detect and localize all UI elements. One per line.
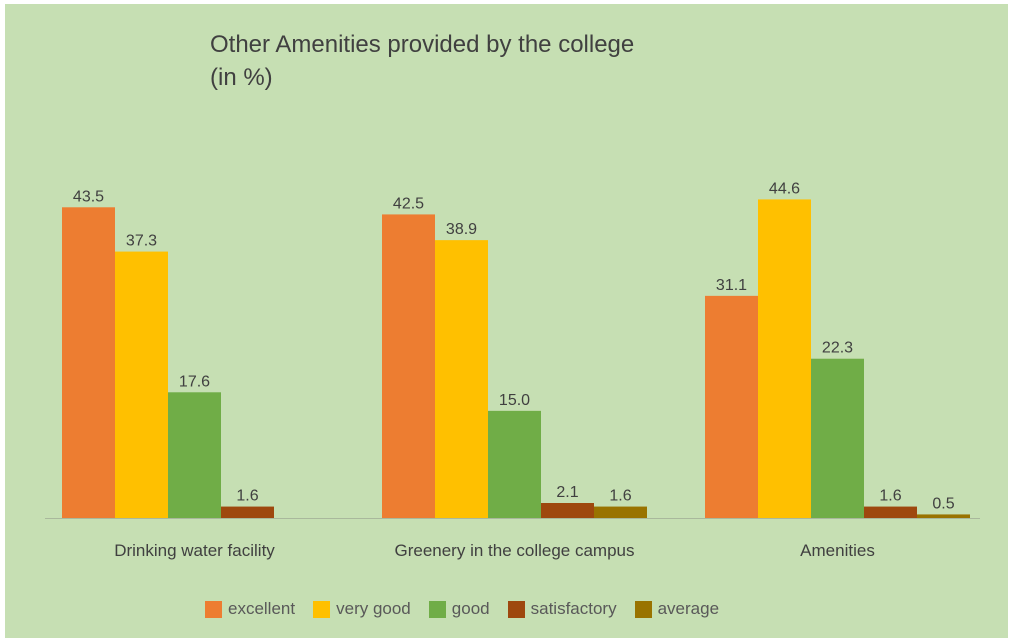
legend: excellent very good good satisfactory averag… — [205, 596, 737, 622]
data-label-very-good-3: 44.6 — [769, 180, 800, 197]
legend-label: satisfactory — [530, 599, 617, 618]
category-label-3: Amenities — [800, 541, 875, 560]
bar-excellent-2 — [382, 214, 435, 518]
legend-swatch — [507, 600, 525, 618]
legend-swatch — [313, 600, 331, 618]
data-label-good-3: 22.3 — [822, 340, 853, 357]
legend-label: excellent — [228, 599, 296, 618]
bar-good-3 — [811, 358, 864, 518]
data-label-average-3: 0.5 — [932, 495, 954, 512]
bar-excellent-1 — [62, 207, 115, 519]
legend-label: good — [451, 599, 490, 618]
bar-very-good-1 — [115, 251, 168, 519]
chart-area: Other Amenities provided by the college … — [5, 4, 1008, 638]
data-label-satisfactory-2: 2.1 — [556, 484, 578, 501]
legend-label: very good — [336, 599, 411, 618]
bar-good-1 — [168, 392, 221, 518]
data-label-excellent-1: 43.5 — [73, 188, 104, 205]
data-label-very-good-2: 38.9 — [446, 221, 477, 238]
bar-satisfactory-1 — [221, 506, 274, 518]
data-label-satisfactory-1: 1.6 — [236, 488, 258, 505]
bar-plot: 43.5 37.3 17.6 1.6 Drinking water facility 42… — [45, 180, 980, 560]
legend-item-very-good: very good — [313, 599, 411, 619]
data-label-average-2: 1.6 — [609, 488, 631, 505]
bar-very-good-2 — [435, 240, 488, 518]
legend-label: average — [657, 599, 720, 618]
bar-average-2 — [594, 506, 647, 518]
data-label-good-1: 17.6 — [179, 373, 210, 390]
chart-title-block: Other Amenities provided by the college … — [210, 28, 810, 94]
bar-average-3 — [917, 514, 970, 518]
bar-good-2 — [488, 410, 541, 518]
bar-satisfactory-3 — [864, 506, 917, 518]
category-label-1: Drinking water facility — [114, 541, 275, 560]
data-label-good-2: 15.0 — [499, 392, 530, 409]
bar-excellent-3 — [705, 295, 758, 518]
chart-subtitle: (in %) — [210, 64, 273, 91]
data-label-excellent-3: 31.1 — [716, 277, 747, 294]
legend-swatch — [205, 600, 222, 618]
category-label-2: Greenery in the college campus — [394, 541, 634, 560]
legend-swatch — [634, 600, 652, 618]
data-label-satisfactory-3: 1.6 — [879, 488, 901, 505]
legend-item-satisfactory: satisfactory — [507, 599, 617, 619]
legend-item-average: average — [634, 599, 720, 619]
bar-satisfactory-2 — [541, 503, 594, 518]
legend-swatch — [428, 600, 446, 618]
data-label-very-good-1: 37.3 — [126, 233, 157, 250]
bar-very-good-3 — [758, 199, 811, 518]
legend-item-excellent: excellent — [205, 599, 295, 619]
chart-title: Other Amenities provided by the college — [210, 31, 635, 58]
legend-item-good: good — [428, 599, 490, 619]
data-label-excellent-2: 42.5 — [393, 195, 424, 212]
